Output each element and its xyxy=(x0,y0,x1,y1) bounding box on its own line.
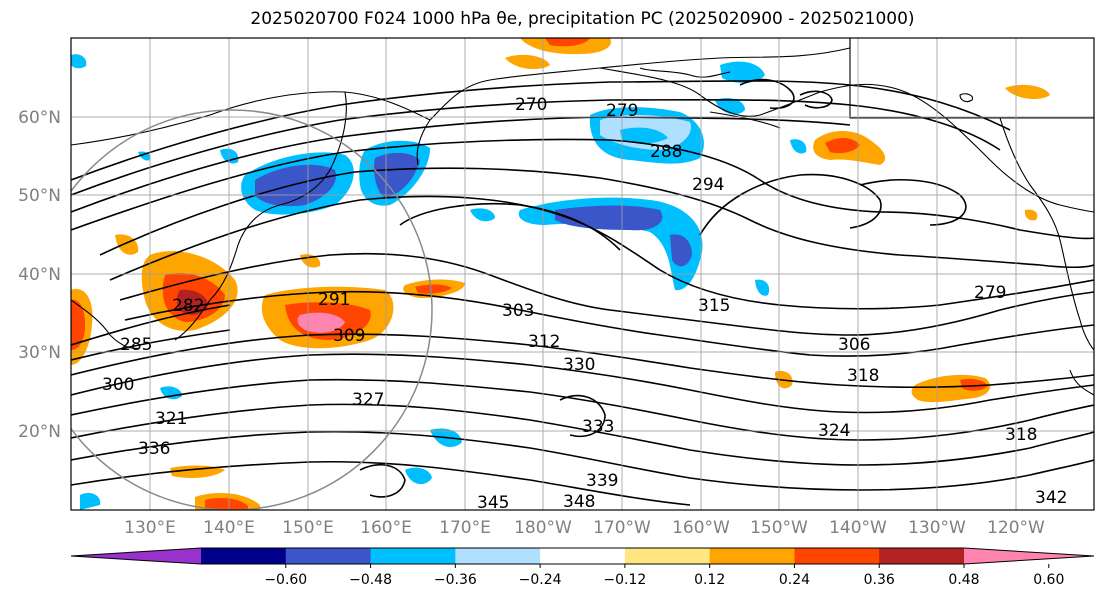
colorbar-bin xyxy=(455,548,541,564)
colorbar-bin xyxy=(709,548,795,564)
colorbar-bin xyxy=(879,548,965,564)
lon-label: 120°W xyxy=(987,518,1045,538)
contour-label: 327 xyxy=(352,390,384,410)
colorbar-tick-label: 0.36 xyxy=(864,572,895,588)
lon-label: 150°W xyxy=(750,518,808,538)
contour-label: 345 xyxy=(477,493,509,513)
contour-label: 336 xyxy=(138,439,170,459)
map-frame xyxy=(70,37,1095,511)
contour-label: 288 xyxy=(650,142,682,162)
map-title: 2025020700 F024 1000 hPa θe, precipitati… xyxy=(250,9,915,29)
contour-label: 330 xyxy=(563,355,595,375)
colorbar-bin xyxy=(201,548,287,564)
lat-label: 20°N xyxy=(18,422,61,442)
contour-label: 300 xyxy=(102,375,134,395)
theta-e-contours xyxy=(71,78,1094,506)
colorbar-bin xyxy=(794,548,880,564)
contour-label: 348 xyxy=(563,492,595,512)
contour-label: 270 xyxy=(515,95,547,115)
lon-label: 130°E xyxy=(124,518,176,538)
contour-label: 285 xyxy=(120,335,152,355)
lon-label: 130°W xyxy=(908,518,966,538)
range-circle xyxy=(71,109,433,510)
colorbar-tick-label: −0.24 xyxy=(519,572,562,588)
latitude-labels: 60°N 50°N 40°N 30°N 20°N xyxy=(18,108,61,442)
lon-label: 170°E xyxy=(439,518,491,538)
contour-label: 282 xyxy=(172,296,204,316)
colorbar-bin xyxy=(285,548,372,564)
lon-label: 140°W xyxy=(829,518,887,538)
colorbar-outline xyxy=(70,547,1095,565)
contour-label: 291 xyxy=(318,290,350,310)
contour-label: 279 xyxy=(606,101,638,121)
colorbar-tick-label: −0.60 xyxy=(264,572,307,588)
lon-label: 180°W xyxy=(514,518,572,538)
contour-labels: 270 279 288 294 303 315 312 306 318 330 … xyxy=(102,95,1067,513)
colorbar-tick-label: 0.12 xyxy=(694,572,725,588)
colorbar-tick-label: 0.48 xyxy=(948,572,979,588)
contour-label: 279 xyxy=(974,283,1006,303)
contour-label: 324 xyxy=(818,421,850,441)
longitude-labels: 130°E 140°E 150°E 160°E 170°E 180°W 170°… xyxy=(124,518,1045,538)
contour-label: 312 xyxy=(528,332,560,352)
contour-label: 309 xyxy=(333,326,365,346)
lon-label: 140°E xyxy=(203,518,255,538)
colorbar-bin xyxy=(540,548,626,564)
contour-label: 318 xyxy=(847,366,879,386)
colorbar-tick-label: −0.48 xyxy=(349,572,392,588)
lat-label: 60°N xyxy=(18,108,61,128)
lat-label: 30°N xyxy=(18,343,61,363)
colorbar: −0.60 −0.48 −0.36 −0.24 −0.12 0.12 0.24 0.36 0.4… xyxy=(70,547,1095,588)
lat-label: 50°N xyxy=(18,186,61,206)
contour-label: 333 xyxy=(582,417,614,437)
contour-label: 342 xyxy=(1035,488,1067,508)
colorbar-bin xyxy=(370,548,456,564)
contour-label: 303 xyxy=(502,301,534,321)
graticule xyxy=(71,38,1094,510)
colorbar-extend-low xyxy=(71,548,201,564)
contour-label: 315 xyxy=(698,296,730,316)
colorbar-tick-label: −0.12 xyxy=(603,572,646,588)
contour-label: 294 xyxy=(692,175,724,195)
colorbar-bin xyxy=(624,548,711,564)
lon-label: 170°W xyxy=(593,518,651,538)
lat-label: 40°N xyxy=(18,265,61,285)
lon-label: 160°W xyxy=(672,518,730,538)
colorbar-tick-label: 0.24 xyxy=(779,572,810,588)
lon-label: 160°E xyxy=(360,518,412,538)
colorbar-tick-label: −0.36 xyxy=(434,572,477,588)
contour-label: 306 xyxy=(838,335,870,355)
contour-label: 339 xyxy=(586,471,618,491)
contour-label: 321 xyxy=(155,409,187,429)
colorbar-extend-high xyxy=(964,548,1094,564)
colorbar-tick-label: 0.60 xyxy=(1033,572,1064,588)
contour-label: 318 xyxy=(1005,425,1037,445)
lon-label: 150°E xyxy=(282,518,334,538)
